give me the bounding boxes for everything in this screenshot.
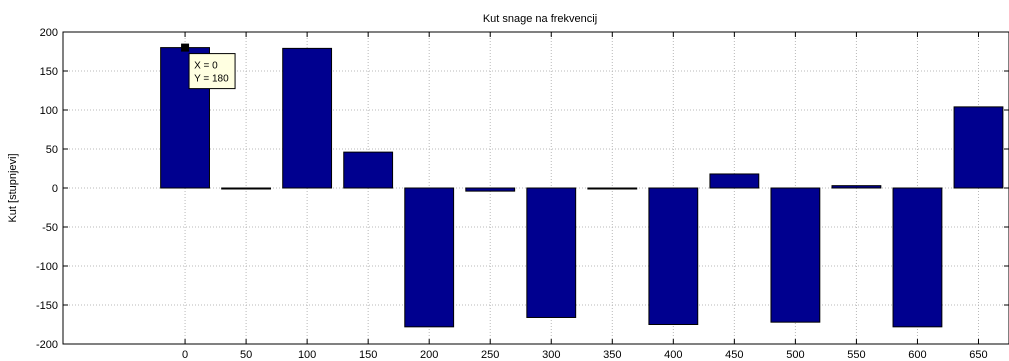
y-tick-label: 200 bbox=[40, 27, 58, 39]
bar[interactable] bbox=[648, 187, 699, 325]
y-tick-label: 100 bbox=[40, 105, 58, 117]
y-axis-label: Kut [stupnjevi] bbox=[7, 153, 19, 222]
y-tick-label: -200 bbox=[36, 339, 58, 351]
x-tick-label: 300 bbox=[542, 349, 560, 361]
datatip[interactable]: X = 0 Y = 180 bbox=[181, 43, 236, 90]
x-tick-label: 350 bbox=[603, 349, 621, 361]
chart-title: Kut snage na frekvencij bbox=[483, 13, 597, 25]
y-tick-label: -150 bbox=[36, 300, 58, 312]
bar[interactable] bbox=[953, 106, 1004, 189]
bar[interactable] bbox=[404, 187, 455, 328]
y-tick-label: 150 bbox=[40, 66, 58, 78]
bar[interactable] bbox=[831, 185, 882, 189]
x-tick-label: 0 bbox=[182, 349, 188, 361]
y-tick-label: 0 bbox=[52, 183, 58, 195]
bar[interactable] bbox=[892, 187, 943, 328]
bar[interactable] bbox=[282, 47, 333, 189]
bar[interactable] bbox=[587, 187, 638, 190]
x-tick-label: 600 bbox=[908, 349, 926, 361]
x-tick-label: 50 bbox=[240, 349, 252, 361]
bar[interactable] bbox=[465, 187, 516, 192]
y-tick-label: 50 bbox=[46, 144, 58, 156]
x-tick-label: 450 bbox=[725, 349, 743, 361]
y-tick-label: -100 bbox=[36, 261, 58, 273]
x-tick-labels: 0 50 100 150 200 250 300 350 400 450 500 550 600 650 bbox=[182, 349, 988, 361]
x-tick-label: 150 bbox=[359, 349, 377, 361]
datatip-y-label: Y = 180 bbox=[194, 74, 229, 85]
bar[interactable] bbox=[526, 187, 577, 318]
y-tick-labels: -200 -150 -100 -50 0 50 100 150 200 bbox=[36, 27, 58, 351]
bar[interactable] bbox=[343, 151, 394, 189]
y-tick-label: -50 bbox=[42, 222, 58, 234]
x-tick-label: 100 bbox=[298, 349, 316, 361]
datatip-marker[interactable] bbox=[181, 43, 190, 52]
datatip-x-label: X = 0 bbox=[194, 61, 218, 72]
bar[interactable] bbox=[709, 173, 760, 189]
bars-group bbox=[160, 47, 1004, 328]
x-tick-label: 250 bbox=[481, 349, 499, 361]
x-tick-label: 400 bbox=[664, 349, 682, 361]
x-tick-label: 550 bbox=[847, 349, 865, 361]
x-tick-label: 650 bbox=[969, 349, 987, 361]
x-tick-label: 500 bbox=[786, 349, 804, 361]
datatip-box bbox=[188, 53, 236, 90]
bar[interactable] bbox=[770, 187, 821, 323]
x-tick-label: 200 bbox=[420, 349, 438, 361]
tick-marks bbox=[63, 31, 1009, 345]
bar[interactable] bbox=[221, 187, 272, 190]
